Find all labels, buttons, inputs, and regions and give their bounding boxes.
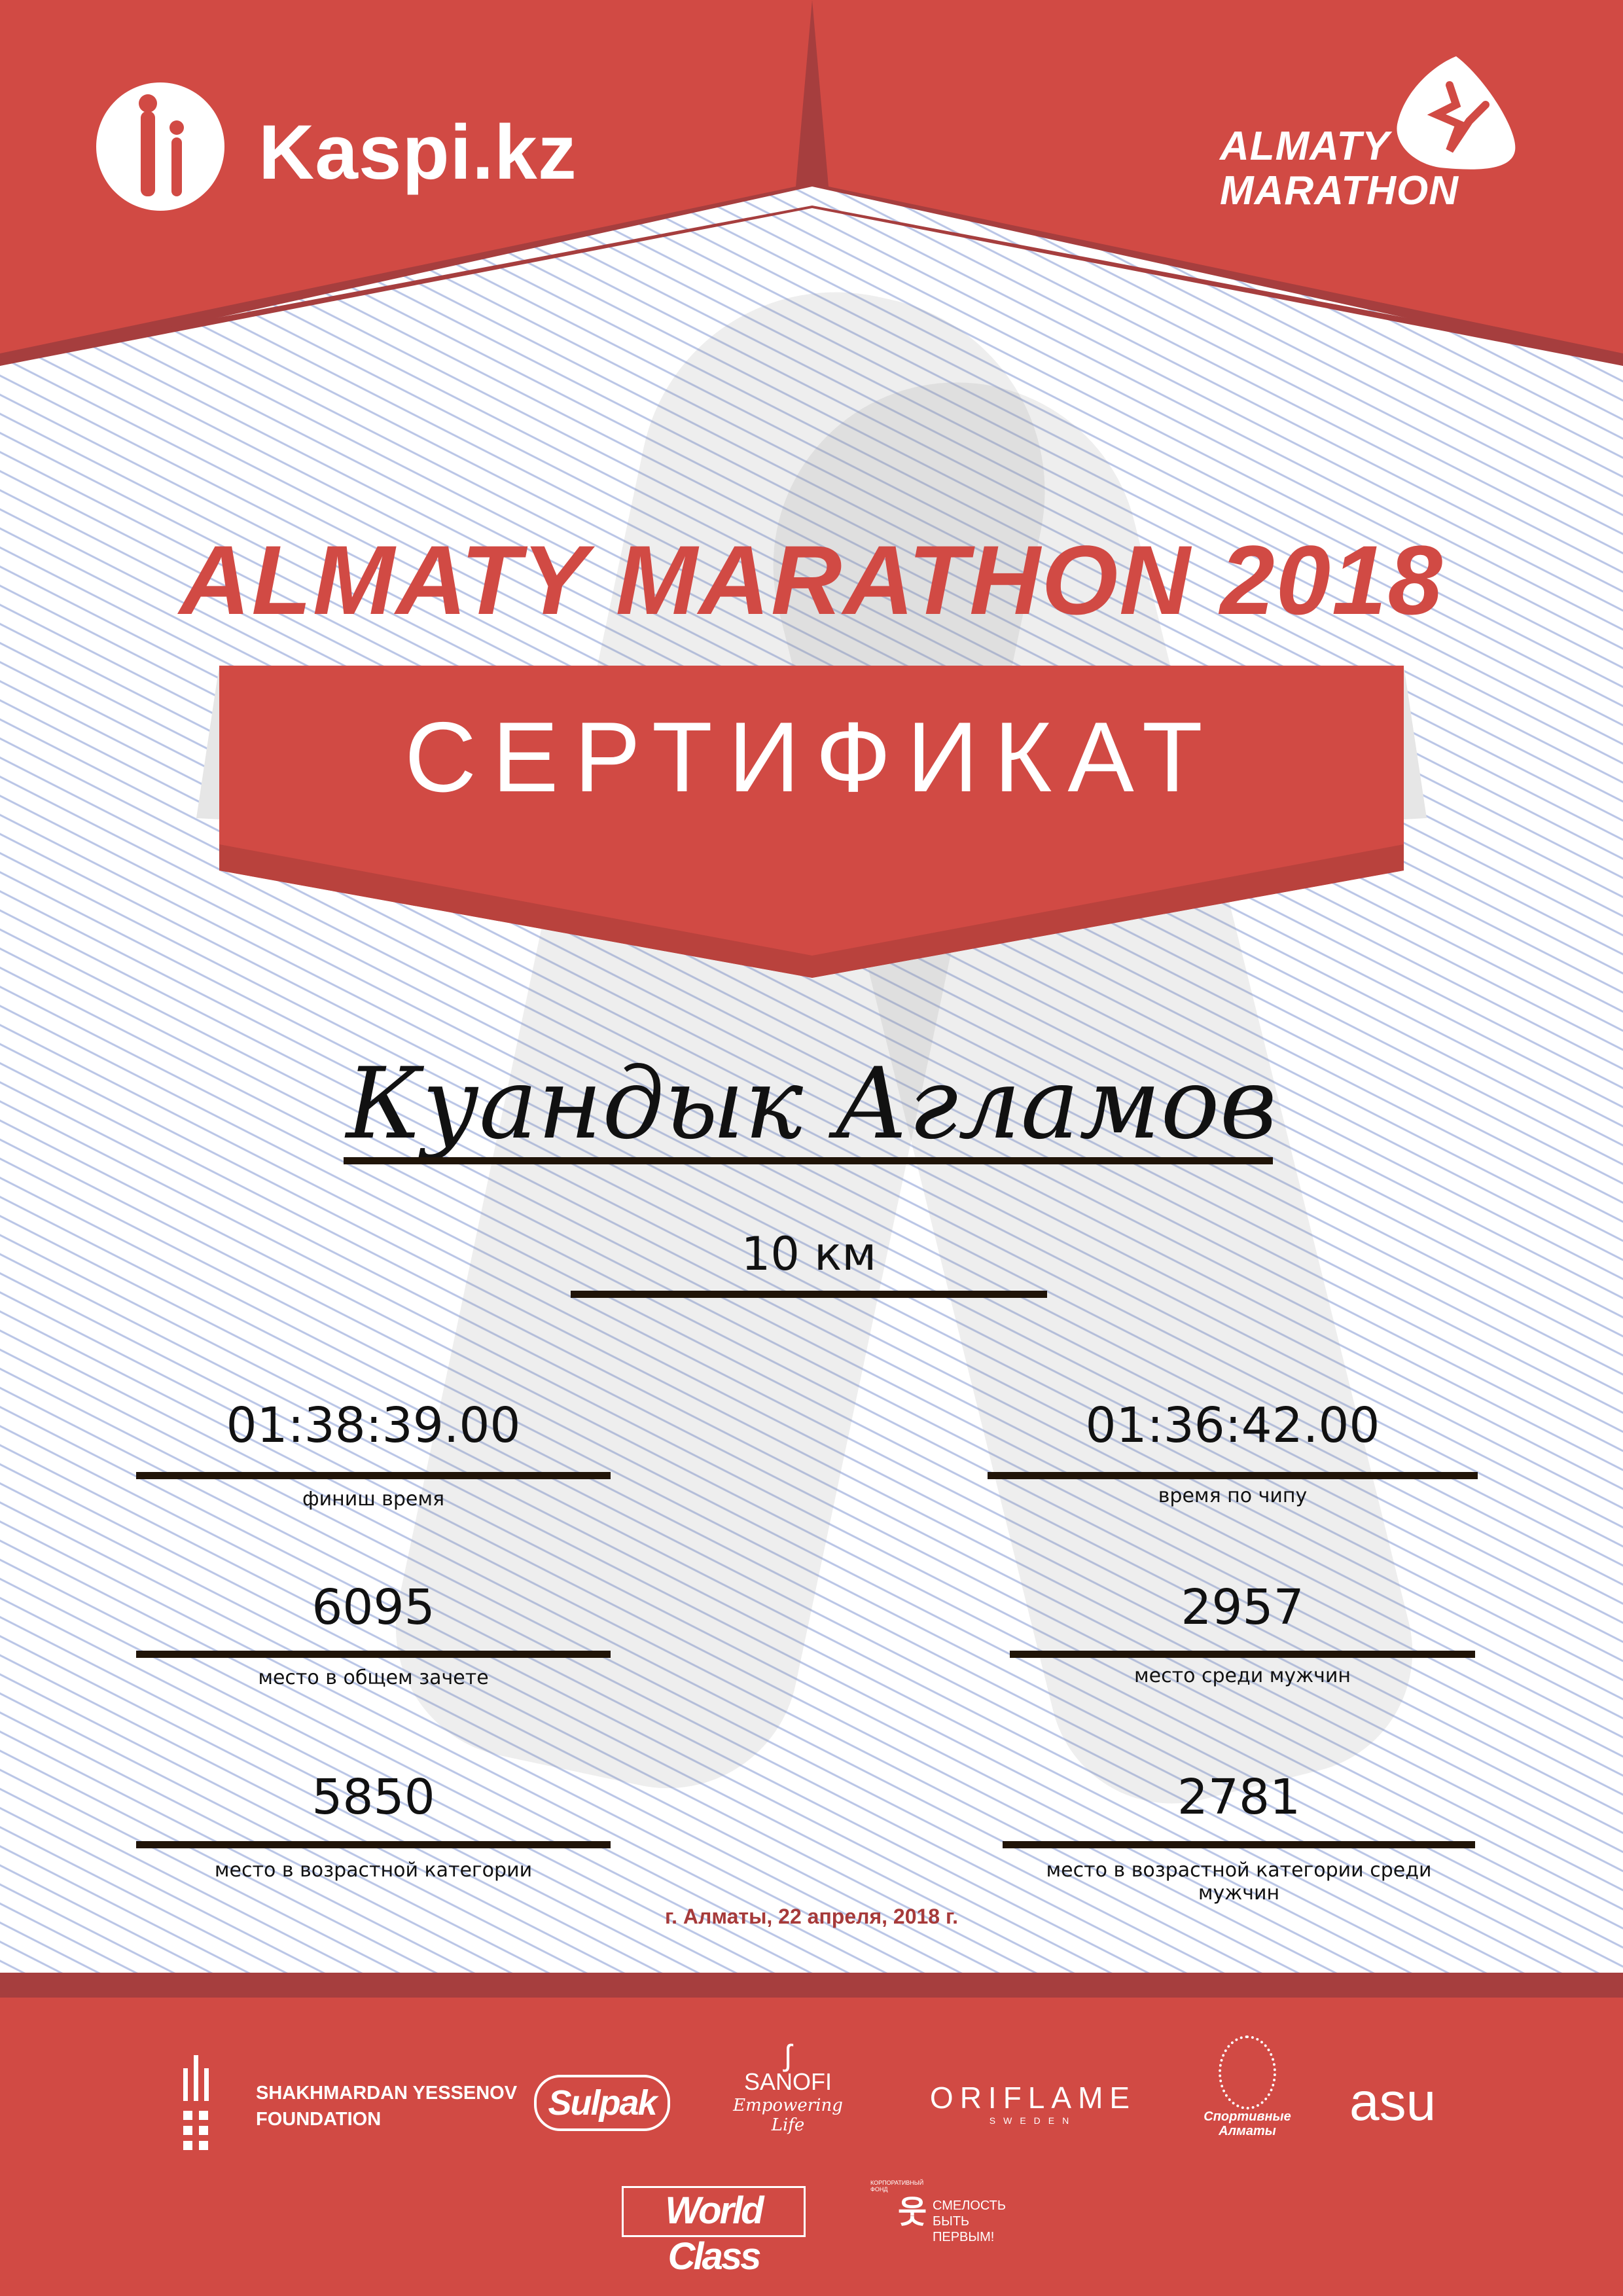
asu-logo: asu [1349, 2072, 1436, 2132]
footer-top-band [0, 1973, 1623, 1999]
finish-time-label: финиш время [302, 1488, 445, 1511]
yessenov-logo: SHAKHMARDAN YESSENOV FOUNDATION [256, 2080, 517, 2132]
overall-place-line [136, 1651, 611, 1658]
banner-body [219, 666, 1404, 978]
courage-line3: ПЕРВЫМ! [933, 2230, 995, 2244]
yessenov-line2: FOUNDATION [256, 2109, 382, 2130]
oriflame-sub: SWEDEN [989, 2115, 1077, 2126]
certificate-heading: СЕРТИФИКАТ [404, 702, 1219, 813]
almaty-marathon-logo-line1: ALMATY [1220, 124, 1390, 169]
courage-slogan: СМЕЛОСТЬ БЫТЬ ПЕРВЫМ! [933, 2198, 1006, 2245]
header-red [0, 0, 1623, 353]
almaty-marathon-logo-line2: MARATHON [1220, 168, 1459, 213]
courage-line1: СМЕЛОСТЬ [933, 2198, 1007, 2213]
age-men-place-value: 2781 [1177, 1769, 1301, 1825]
banner-shade [219, 844, 1404, 978]
sport-almaty-emblem-icon [1219, 2036, 1276, 2109]
chip-time-value: 01:36:42.00 [1085, 1397, 1380, 1454]
age-place-line [136, 1841, 611, 1848]
men-place-line [1010, 1651, 1475, 1658]
distance-underline [571, 1291, 1047, 1298]
age-place-value: 5850 [312, 1769, 435, 1825]
partners-footer [0, 1998, 1623, 2296]
kaspi-logo-text: Kaspi.kz [259, 109, 577, 196]
overall-place-value: 6095 [312, 1579, 435, 1636]
participant-name: Куандык Агламов [346, 1047, 1277, 1161]
oriflame-logo: ORIFLAME SWEDEN [925, 2080, 1141, 2126]
chip-time-label: время по чипу [1158, 1484, 1308, 1507]
background-pattern [0, 0, 1623, 1998]
date-place: г. Алматы, 22 апреля, 2018 г. [665, 1905, 958, 1928]
courage-ring-text: КОРПОРАТИВНЫЙ ФОНД [870, 2179, 924, 2193]
age-men-place-line [1003, 1841, 1475, 1848]
runner-drop-icon [1397, 56, 1516, 170]
courage-figure-icon: 웃 [898, 2195, 927, 2230]
distance: 10 км [741, 1227, 877, 1281]
age-place-label: место в возрастной категории [214, 1859, 533, 1882]
chip-time-line [988, 1472, 1478, 1479]
sanofi-bird-icon: ʃ [784, 2038, 792, 2072]
men-place-label: место среди мужчин [1134, 1664, 1351, 1687]
yessenov-line1: SHAKHMARDAN YESSENOV [256, 2083, 518, 2104]
sanofi-logo: ʃ SANOFI Empowering Life [727, 2038, 849, 2135]
sanofi-name: SANOFI [743, 2068, 832, 2095]
header-banner [0, 0, 1623, 366]
courage-line2: БЫТЬ [933, 2214, 970, 2229]
courage-fund-logo: КОРПОРАТИВНЫЙ ФОНД 웃 СМЕЛОСТЬ БЫТЬ ПЕРВЫ… [870, 2173, 1014, 2251]
overall-place-label: место в общем зачете [258, 1666, 489, 1689]
sanofi-tagline: Empowering Life [733, 2096, 843, 2135]
event-title: ALMATY MARATHON 2018 [179, 525, 1444, 635]
sport-almaty-logo: Спортивные Алматы [1200, 2036, 1295, 2138]
age-men-place-label: место в возрастной категории среди мужчи… [1046, 1859, 1432, 1905]
finish-time-line [136, 1472, 611, 1479]
sulpak-logo: Sulpak [534, 2075, 670, 2131]
yessenov-bars-icon [183, 2055, 209, 2150]
men-place-value: 2957 [1181, 1579, 1304, 1636]
sport-almaty-name: Спортивные Алматы [1204, 2109, 1291, 2138]
name-underline [344, 1157, 1273, 1164]
kaspi-icon [96, 82, 224, 211]
finish-time-value: 01:38:39.00 [226, 1397, 521, 1454]
oriflame-name: ORIFLAME [929, 2081, 1137, 2115]
certificate-banner [196, 666, 1427, 978]
world-class-logo: World Class [622, 2186, 806, 2278]
